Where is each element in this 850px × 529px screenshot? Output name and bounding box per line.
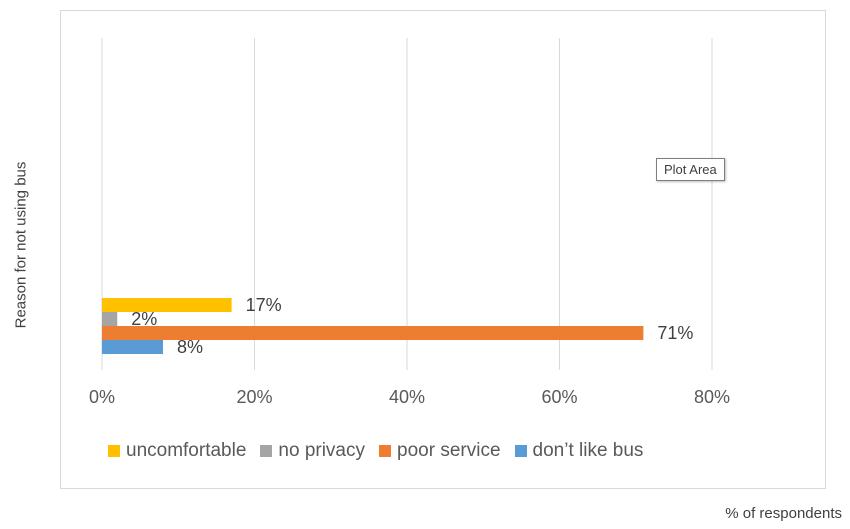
data-label: 17%	[246, 295, 282, 315]
x-tick-label: 0%	[89, 387, 115, 407]
legend-item: no privacy	[260, 440, 365, 462]
legend-swatch	[108, 445, 120, 457]
data-label: 8%	[177, 337, 203, 357]
legend-swatch	[514, 445, 527, 457]
x-tick-label: 20%	[236, 387, 272, 407]
x-tick-label: 60%	[541, 387, 577, 407]
x-axis-title: % of respondents	[725, 505, 842, 522]
y-axis-title: Reason for not using bus	[12, 161, 30, 329]
bar-no-privacy	[102, 312, 118, 326]
chart-frame[interactable]	[60, 10, 826, 489]
data-label: 71%	[657, 323, 693, 343]
legend-label: no privacy	[278, 440, 366, 461]
bar-don-t-like-bus	[102, 340, 163, 354]
x-tick-label: 40%	[389, 387, 425, 407]
legend-item: uncomfortable	[108, 440, 246, 462]
legend-item: don’t like bus	[514, 440, 644, 462]
x-tick-label: 80%	[694, 387, 730, 407]
legend-label: don’t like bus	[532, 440, 644, 461]
legend-label: poor service	[397, 440, 501, 461]
legend-swatch	[379, 445, 392, 457]
legend: uncomfortable no privacy poor service don’t…	[108, 440, 657, 462]
legend-item: poor service	[379, 440, 501, 462]
bar-uncomfortable	[102, 298, 232, 312]
legend-label: uncomfortable	[126, 440, 247, 461]
data-label: 2%	[131, 309, 157, 329]
bar-poor-service	[102, 326, 644, 340]
legend-swatch	[260, 445, 273, 457]
plot-area-tooltip: Plot Area	[656, 158, 725, 181]
